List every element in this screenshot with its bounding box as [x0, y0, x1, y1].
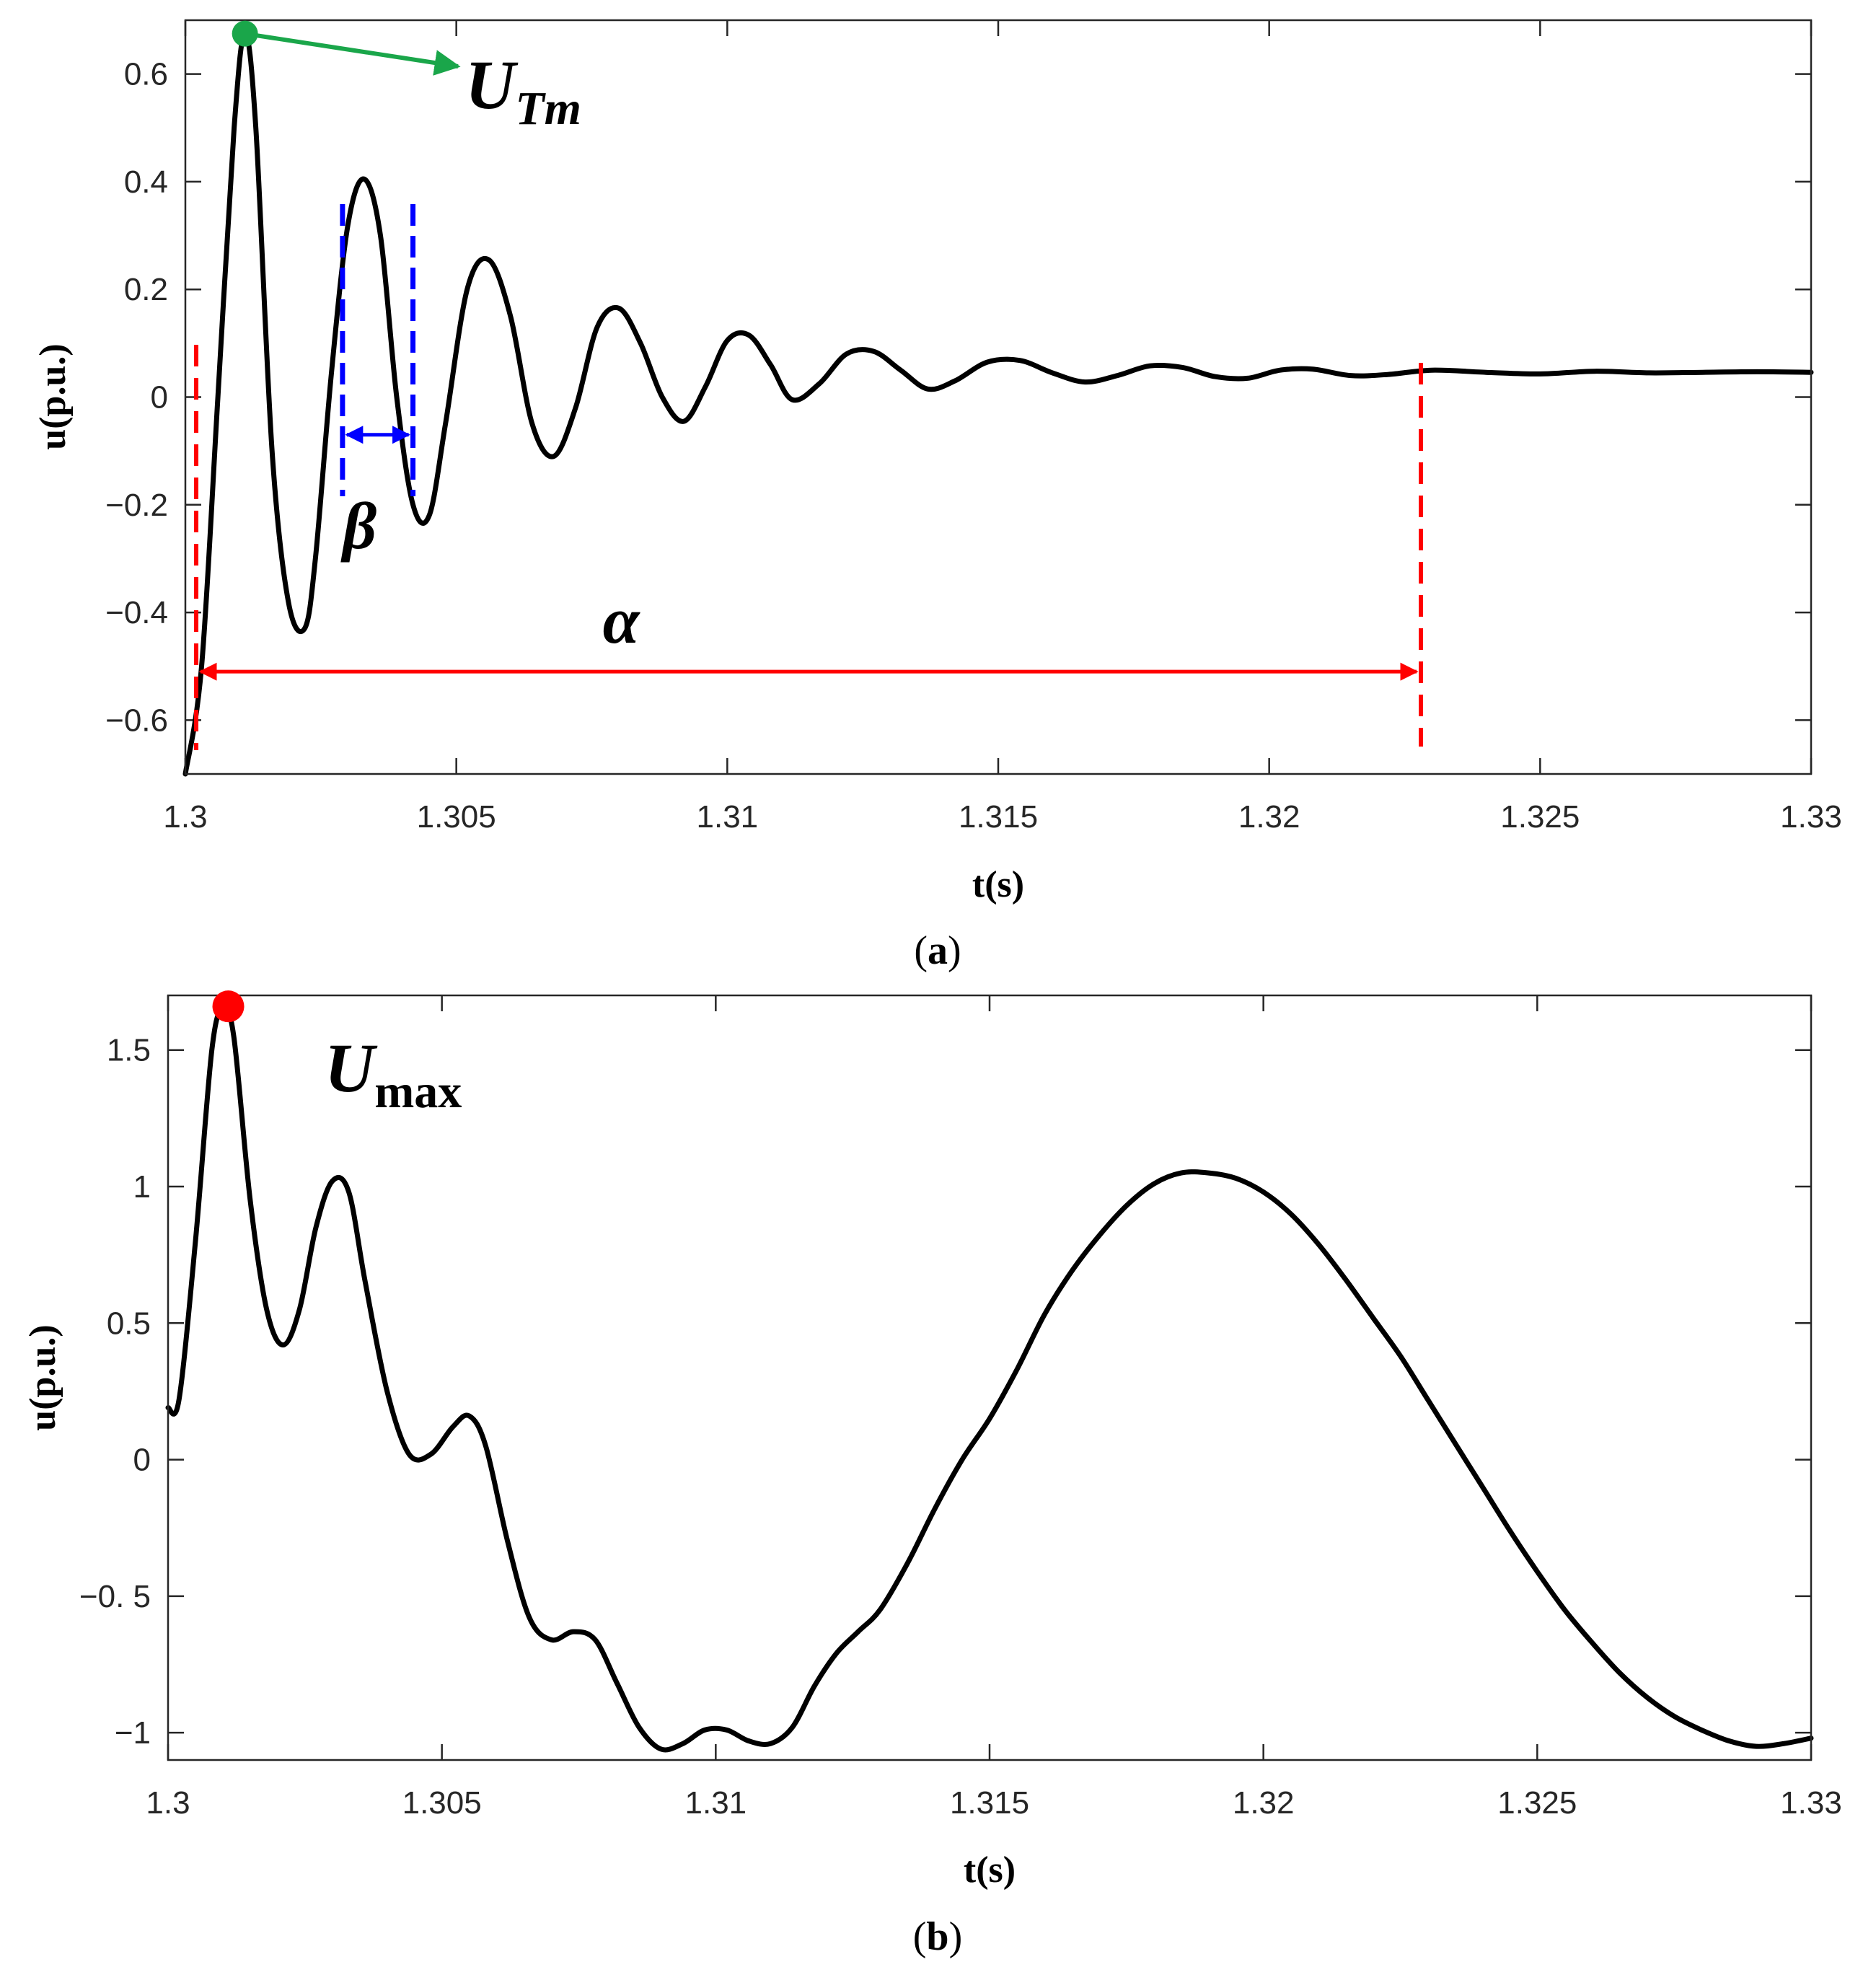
chart-b-peak-label-sub: max — [374, 1065, 462, 1118]
chart-b-x-tick-label: 1.325 — [1497, 1785, 1577, 1821]
chart-b-x-tick-label: 1.31 — [685, 1785, 747, 1821]
chart-a-y-axis-label: u(p.u.) — [32, 343, 74, 449]
chart-b-x-tick-label: 1.3 — [146, 1785, 190, 1821]
chart-a-y-tick-label: 0.6 — [124, 57, 168, 92]
chart-a-plot-frame — [184, 19, 1813, 775]
chart-a-beta-label: β — [340, 489, 376, 563]
chart-b-x-tick-label: 1.315 — [950, 1785, 1029, 1821]
chart-a-x-tick-label: 1.33 — [1780, 799, 1842, 835]
chart-a-y-tick-label: 0.4 — [124, 164, 168, 200]
chart-a-caption: (a) — [914, 928, 961, 973]
chart-a-y-tick-label: −0.4 — [105, 595, 168, 630]
chart-b-peak-marker — [212, 990, 245, 1023]
chart-b-peak-label-main: U — [325, 1029, 378, 1106]
chart-a-peak-arrow — [245, 31, 461, 76]
chart-a-x-tick-label: 1.3 — [163, 799, 207, 835]
chart-a-x-tick-label: 1.325 — [1500, 799, 1580, 835]
chart-a-x-tick-label: 1.31 — [697, 799, 759, 835]
chart-b-x-tick-label: 1.305 — [402, 1785, 482, 1821]
chart-a-x-tick-label: 1.315 — [959, 799, 1038, 835]
chart-a-ticks: 1.3 1.305 1.31 1.315 1.32 1.325 1.33 0.6 0.4 0.2 0… — [105, 20, 1842, 835]
chart-b-y-tick-label: −1 — [115, 1715, 151, 1751]
chart-b-ticks: 1.3 1.305 1.31 1.315 1.32 1.325 1.33 1.5 1 0.5 0 −0… — [79, 995, 1842, 1821]
chart-a-peak-marker — [232, 20, 258, 47]
chart-a-caption-letter: a — [928, 928, 948, 973]
chart-b-y-axis-label: u(p.u.) — [22, 1324, 63, 1430]
chart-b-y-tick-label: 0.5 — [107, 1306, 151, 1341]
chart-a-peak-label: UTm — [465, 46, 581, 135]
chart-b-caption: (b) — [913, 1914, 962, 1959]
chart-b: 1.3 1.305 1.31 1.315 1.32 1.325 1.33 1.5 1 0.5 0 −0… — [22, 990, 1842, 1959]
chart-b-series-line — [165, 1005, 1814, 1753]
chart-b-x-tick-label: 1.33 — [1780, 1785, 1842, 1821]
chart-a-series-line — [182, 31, 1814, 777]
chart-a-y-tick-label: −0.6 — [105, 703, 168, 738]
chart-a-alpha-label: α — [603, 584, 641, 657]
chart-a-x-tick-label: 1.32 — [1238, 799, 1300, 835]
chart-b-x-axis-label: t(s) — [964, 1849, 1016, 1891]
chart-b-y-tick-label: 1.5 — [107, 1033, 151, 1068]
chart-a-x-tick-label: 1.305 — [417, 799, 496, 835]
chart-b-peak-label: Umax — [325, 1029, 462, 1118]
chart-b-plot-frame — [167, 994, 1813, 1761]
chart-b-caption-letter: b — [926, 1914, 948, 1959]
chart-a-y-tick-label: 0.2 — [124, 272, 168, 307]
chart-b-y-tick-label: 1 — [133, 1169, 151, 1205]
chart-b-y-tick-label: 0 — [133, 1443, 151, 1478]
chart-a-y-tick-label: 0 — [151, 380, 168, 415]
chart-a-peak-label-main: U — [465, 46, 519, 123]
chart-a-y-tick-label: −0.2 — [105, 488, 168, 523]
chart-a-peak-label-sub: Tm — [515, 82, 581, 135]
chart-b-y-tick-label: −0. 5 — [79, 1579, 151, 1614]
chart-b-x-tick-label: 1.32 — [1233, 1785, 1295, 1821]
chart-a: 1.3 1.305 1.31 1.315 1.32 1.325 1.33 0.6 0.4 0.2 0… — [32, 19, 1842, 973]
chart-a-x-axis-label: t(s) — [972, 864, 1024, 905]
